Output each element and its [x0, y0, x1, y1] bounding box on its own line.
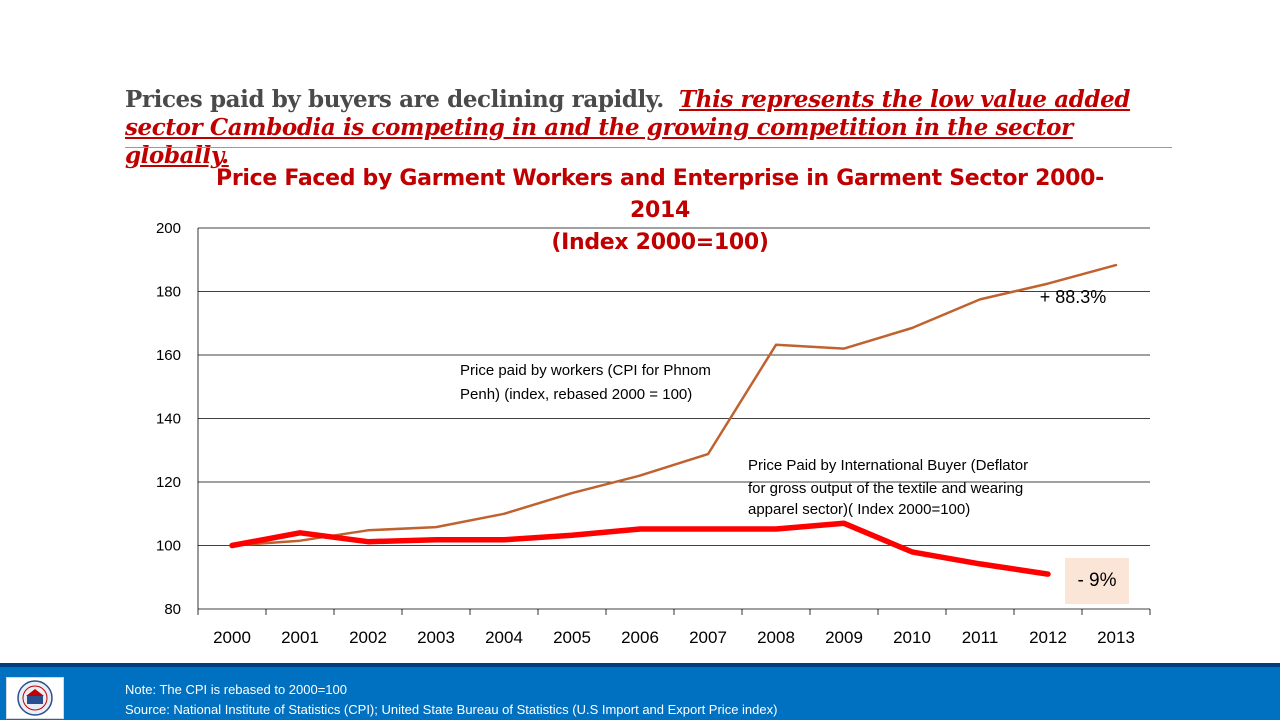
- y-tick-label: 160: [156, 347, 181, 364]
- institution-seal-icon: [7, 678, 63, 718]
- series: [232, 265, 1116, 574]
- workers-change-label: + 88.3%: [1040, 287, 1107, 307]
- x-tick-label-2005: 2005: [553, 628, 591, 647]
- x-tick-label-2004: 2004: [485, 628, 523, 647]
- x-tick-label-2006: 2006: [621, 628, 659, 647]
- y-tick-label: 140: [156, 411, 181, 428]
- x-tick-label-2007: 2007: [689, 628, 727, 647]
- buyer-deflator-line: [232, 523, 1048, 574]
- buyer-series-label-line3: apparel sector)( Index 2000=100): [748, 501, 970, 518]
- y-tick-label: 100: [156, 538, 181, 555]
- y-tick-label: 120: [156, 474, 181, 491]
- buyer-change-label: - 9%: [1077, 570, 1116, 591]
- x-tick-label-2010: 2010: [893, 628, 931, 647]
- y-tick-label: 180: [156, 284, 181, 301]
- footer-notes: Note: The CPI is rebased to 2000=100 Sou…: [125, 680, 777, 720]
- buyer-series-label-line2: for gross output of the textile and wear…: [748, 480, 1023, 497]
- workers-series-label-line1: Price paid by workers (CPI for Phnom: [460, 362, 711, 379]
- x-tick-label-2000: 2000: [213, 628, 251, 647]
- footer-note: Note: The CPI is rebased to 2000=100: [125, 680, 777, 700]
- x-tick-label-2001: 2001: [281, 628, 319, 647]
- workers-cpi-line: [232, 265, 1116, 545]
- x-tick-label-2013: 2013: [1097, 628, 1135, 647]
- footer-bar: Note: The CPI is rebased to 2000=100 Sou…: [0, 663, 1280, 720]
- x-tick-label-2011: 2011: [962, 628, 999, 647]
- x-tick-label-2012: 2012: [1029, 628, 1067, 647]
- workers-series-label-line2: Penh) (index, rebased 2000 = 100): [460, 386, 692, 403]
- line-chart: 80 100 120 140 160 180 200 2000 2001 2002 2003 2004…: [0, 0, 1280, 662]
- x-tick-label-2003: 2003: [417, 628, 455, 647]
- institution-logo: [6, 677, 64, 719]
- x-tick-label-2008: 2008: [757, 628, 795, 647]
- footer-source: Source: National Institute of Statistics…: [125, 700, 777, 720]
- callouts: - 9% + 88.3% Price paid by workers (CPI …: [460, 287, 1129, 604]
- x-tick-label-2002: 2002: [349, 628, 387, 647]
- buyer-series-label-line1: Price Paid by International Buyer (Defla…: [748, 457, 1028, 474]
- y-tick-label: 200: [156, 220, 181, 237]
- x-tick-label-2009: 2009: [825, 628, 863, 647]
- axes: 80 100 120 140 160 180 200 2000 2001 2002 2003 2004…: [156, 220, 1150, 647]
- y-tick-label: 80: [164, 601, 181, 618]
